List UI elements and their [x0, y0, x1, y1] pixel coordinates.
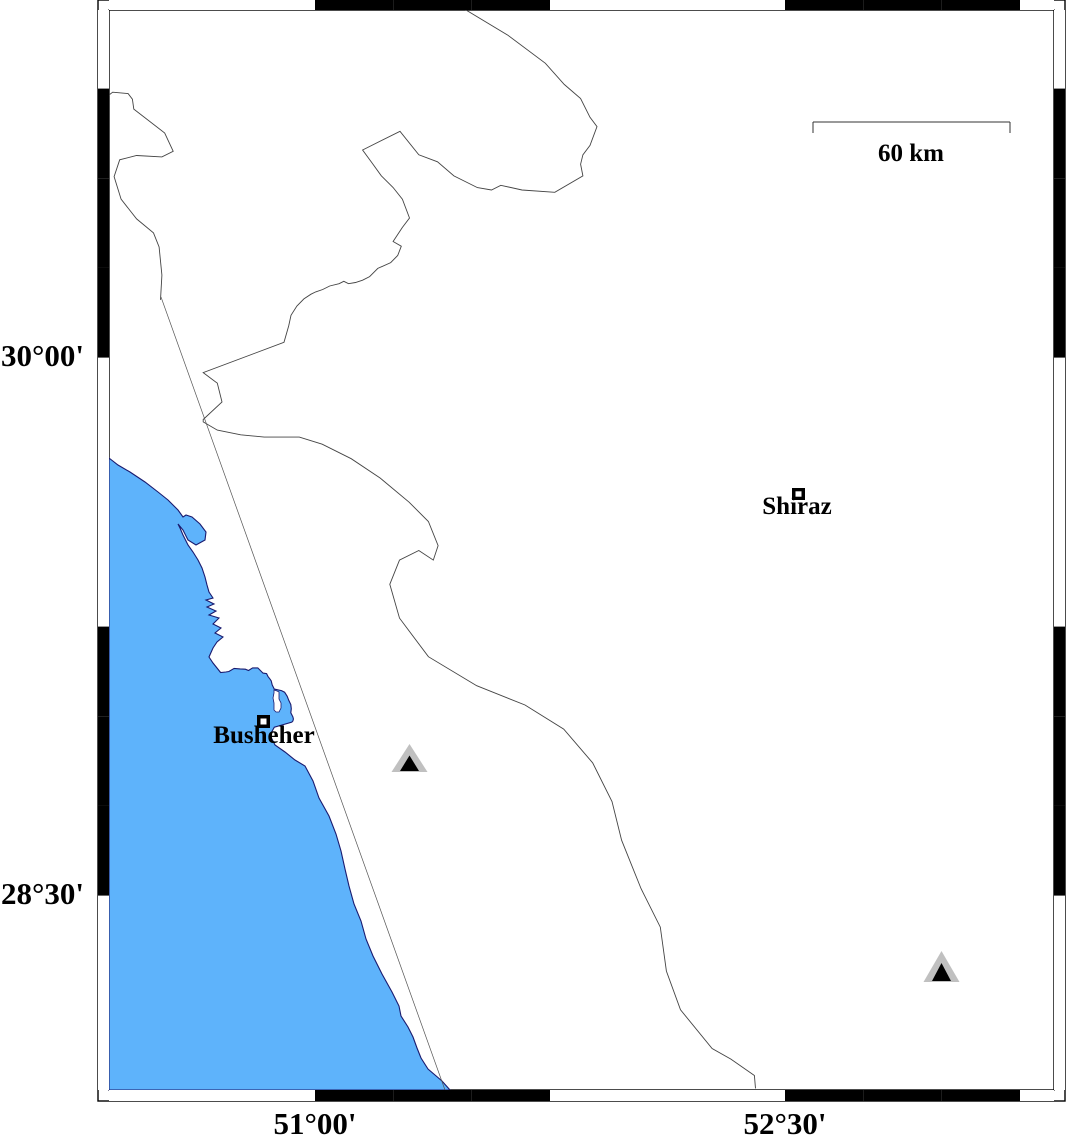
svg-text:Busheher: Busheher [213, 722, 314, 749]
svg-text:30°00': 30°00' [1, 338, 84, 373]
svg-text:Shiraz: Shiraz [762, 493, 831, 520]
svg-text:60 km: 60 km [878, 140, 944, 167]
svg-text:51°00': 51°00' [273, 1106, 356, 1139]
svg-text:52°30': 52°30' [743, 1106, 826, 1139]
svg-text:28°30': 28°30' [1, 876, 84, 911]
